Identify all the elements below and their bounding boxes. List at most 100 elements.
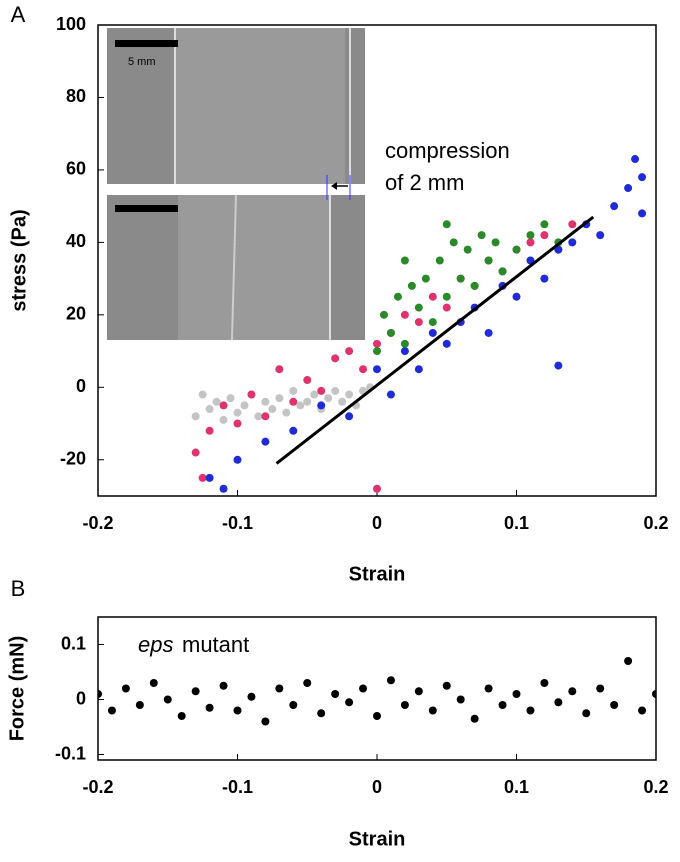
data-point: [373, 339, 381, 348]
data-point: [386, 328, 395, 337]
data-point: [400, 339, 409, 348]
data-point: [296, 401, 305, 410]
inset-label: 5 mm: [128, 56, 156, 68]
data-point: [233, 419, 242, 428]
data-point: [540, 220, 549, 229]
x-tick-label: 0.1: [504, 777, 529, 797]
data-point: [442, 292, 451, 301]
data-point: [435, 256, 444, 265]
data-point: [610, 701, 619, 709]
data-point: [442, 303, 451, 312]
y-tick-label: -0.1: [55, 743, 86, 763]
data-point: [240, 401, 249, 410]
data-point: [414, 318, 423, 327]
data-point: [289, 701, 298, 709]
data-point: [205, 426, 214, 435]
data-point: [484, 256, 493, 265]
data-point: [400, 347, 409, 356]
data-point: [275, 394, 284, 403]
data-point: [191, 687, 200, 696]
inset-edge: [231, 194, 237, 341]
data-point: [407, 281, 416, 290]
scale-bar: [115, 205, 178, 212]
data-point: [638, 173, 647, 182]
data-point: [379, 310, 388, 319]
data-point: [428, 292, 437, 301]
data-point: [568, 687, 577, 696]
data-point: [345, 698, 354, 707]
data-point: [310, 390, 319, 399]
data-point: [484, 328, 493, 337]
data-point: [98, 690, 102, 698]
scale-bar: [115, 40, 178, 47]
x-tick-label: 0: [372, 777, 382, 797]
data-point: [540, 679, 549, 687]
x-tick-label: -0.1: [222, 513, 253, 533]
data-point: [373, 365, 381, 374]
data-point: [317, 386, 326, 395]
data-point: [373, 484, 381, 493]
data-point: [345, 412, 354, 421]
x-tick-label: 0.2: [643, 777, 668, 797]
data-point: [470, 281, 479, 290]
data-point: [303, 376, 312, 385]
data-point: [456, 274, 465, 283]
data-point: [526, 706, 535, 715]
plot-area: [98, 657, 656, 726]
annotation: compression: [385, 138, 510, 163]
x-tick-label: -0.2: [82, 513, 113, 533]
data-point: [331, 690, 340, 698]
data-point: [261, 437, 270, 446]
data-point: [421, 274, 430, 283]
data-point: [261, 412, 270, 421]
y-tick-label: -20: [60, 449, 86, 469]
data-point: [484, 684, 493, 693]
data-point: [477, 231, 486, 240]
data-point: [568, 220, 577, 229]
data-point: [631, 155, 640, 164]
data-point: [275, 365, 284, 374]
y-tick-label: 80: [66, 86, 86, 106]
data-point: [470, 714, 479, 723]
data-point: [400, 310, 409, 319]
data-point: [624, 657, 633, 665]
data-point: [526, 231, 535, 240]
data-point: [219, 401, 228, 410]
fit-line: [275, 215, 595, 465]
data-point: [345, 390, 354, 399]
data-point: [289, 386, 298, 395]
data-point: [449, 238, 458, 247]
data-point: [400, 701, 409, 709]
data-point: [554, 245, 563, 254]
data-point: [205, 703, 214, 712]
y-tick-label: 20: [66, 304, 86, 324]
data-point: [582, 709, 591, 718]
annotation: mutant: [182, 632, 249, 657]
data-point: [331, 386, 340, 395]
data-point: [233, 455, 242, 464]
data-point: [428, 328, 437, 337]
data-point: [498, 701, 507, 709]
data-point: [386, 676, 395, 685]
data-point: [512, 690, 521, 698]
data-point: [638, 209, 647, 218]
data-point: [638, 706, 647, 715]
data-point: [254, 412, 263, 421]
x-axis-label: Strain: [349, 563, 406, 585]
panel-label: A: [11, 2, 26, 27]
data-point: [198, 390, 207, 399]
data-point: [261, 397, 270, 406]
data-point: [512, 245, 521, 254]
data-point: [121, 684, 130, 693]
data-point: [652, 690, 656, 698]
data-point: [610, 202, 619, 211]
data-point: [268, 405, 277, 414]
data-point: [442, 220, 451, 229]
data-point: [373, 712, 381, 720]
data-point: [526, 238, 535, 247]
data-point: [596, 231, 605, 240]
data-point: [428, 318, 437, 327]
data-point: [624, 184, 633, 193]
annotation: eps: [138, 632, 173, 657]
annotation: of 2 mm: [385, 170, 464, 195]
